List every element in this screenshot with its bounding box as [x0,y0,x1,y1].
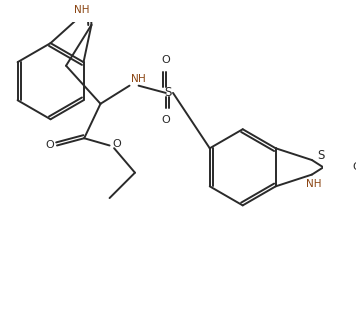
Text: O: O [161,55,170,65]
Text: N: N [131,74,139,84]
Text: S: S [317,149,325,162]
Text: O: O [352,162,356,172]
Text: H: H [138,74,146,84]
Text: S: S [164,85,171,99]
Text: NH: NH [306,179,321,189]
Text: O: O [161,115,170,125]
Text: NH: NH [74,5,89,15]
Text: O: O [112,139,121,149]
Text: O: O [45,140,54,151]
